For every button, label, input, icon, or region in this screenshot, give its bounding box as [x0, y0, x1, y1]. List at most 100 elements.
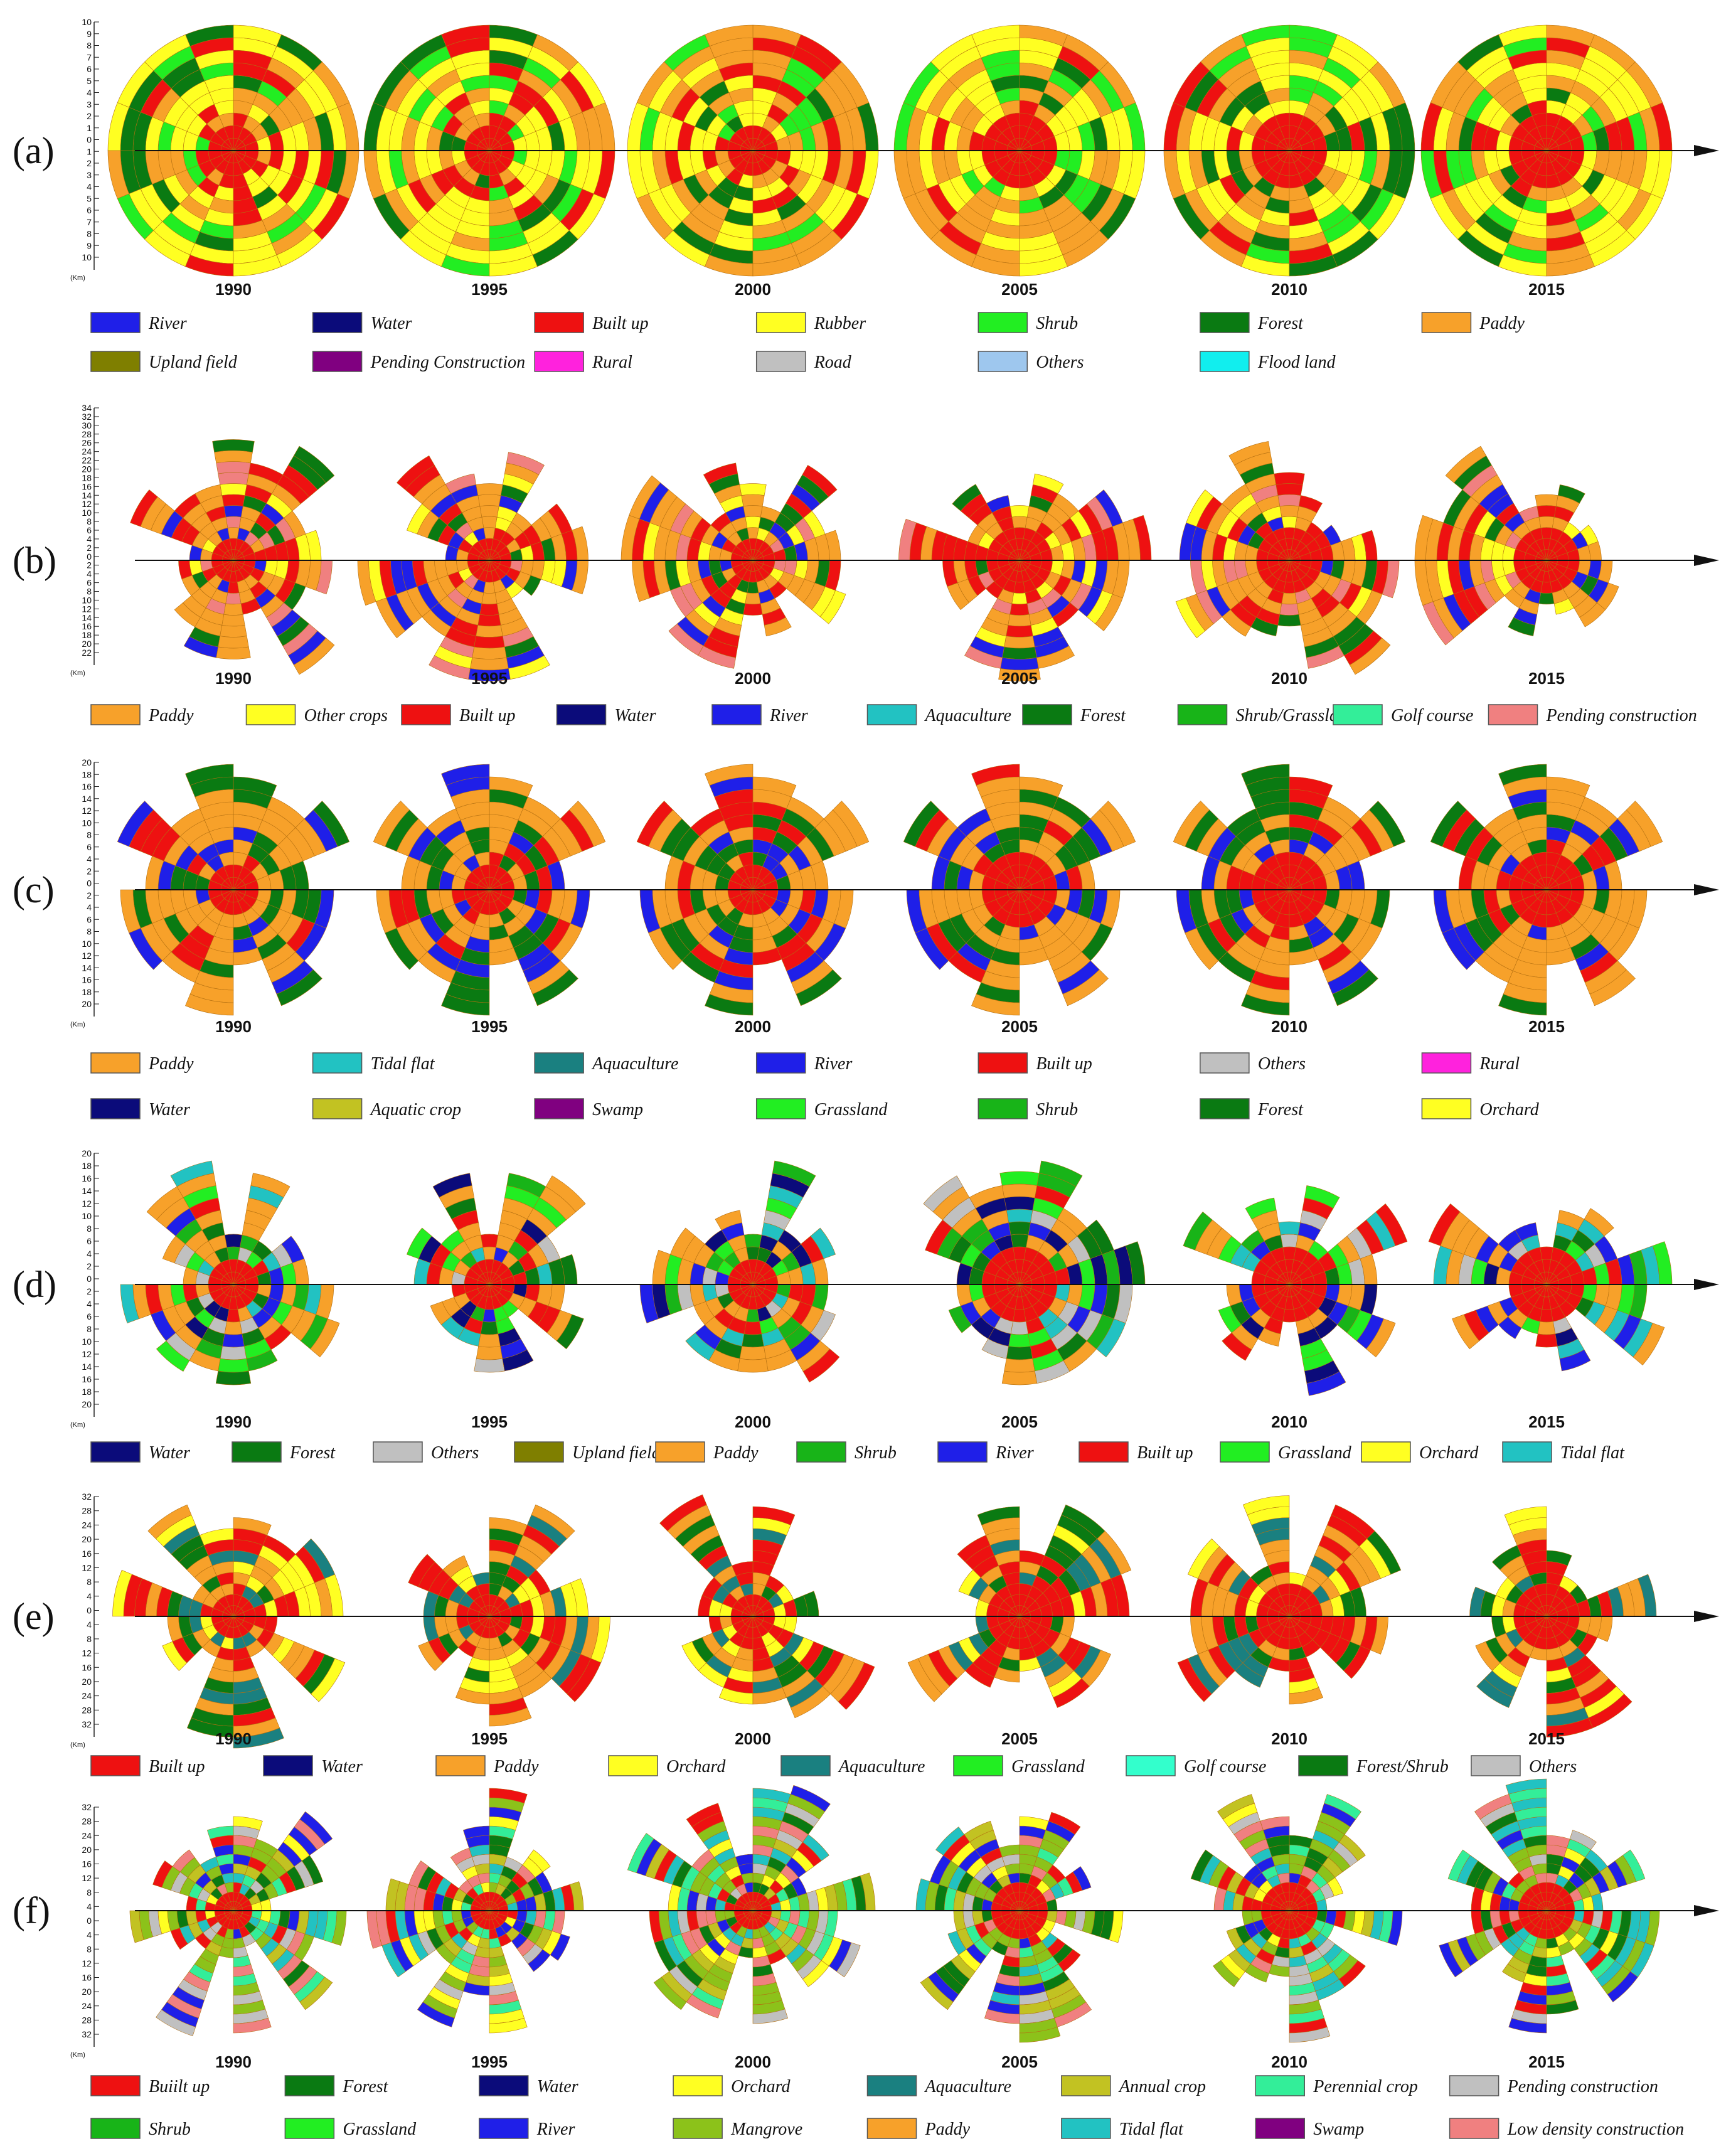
legend-label: Paddy	[148, 706, 194, 725]
radial-diagram-2005: 2005	[893, 24, 1146, 299]
tick-label: 5	[87, 76, 92, 86]
tick-label: 32	[82, 1719, 92, 1729]
tick-label: 20	[82, 464, 92, 474]
sector-cell	[742, 1333, 764, 1348]
sector-cell	[216, 646, 251, 659]
legend-swatch	[312, 1052, 363, 1074]
legend-swatch	[1502, 1441, 1552, 1463]
year-label: 2010	[1271, 280, 1308, 299]
year-label: 2000	[735, 1729, 771, 1748]
sector-cell	[952, 484, 982, 511]
legend-swatch	[1200, 1052, 1250, 1074]
tick-label: 0	[87, 1916, 92, 1926]
tick-label: 12	[82, 1958, 92, 1968]
tick-label: 20	[82, 639, 92, 649]
sector-cell	[1010, 1321, 1029, 1335]
sector-cell	[218, 1358, 249, 1373]
sector-cell	[476, 625, 503, 638]
year-label: 2000	[735, 1017, 771, 1036]
sector-cell	[476, 483, 503, 496]
tick-label: 20	[82, 1534, 92, 1544]
tick-label: 2	[87, 1286, 92, 1296]
sector-cell	[1011, 516, 1028, 528]
sector-cell	[1538, 516, 1555, 528]
legend-label: Water	[615, 706, 656, 725]
sector-cell	[221, 614, 245, 627]
tick-label: 8	[87, 1324, 92, 1334]
tick-label: 16	[82, 1173, 92, 1183]
year-label: 2010	[1271, 669, 1308, 688]
radial-diagram-1995: 1995	[408, 1504, 610, 1748]
sector-cell	[1281, 592, 1297, 605]
year-label: 1995	[471, 2052, 508, 2071]
panel-letter: (d)	[13, 1264, 56, 1305]
year-label: 2005	[1001, 1017, 1038, 1036]
tick-label: 20	[82, 999, 92, 1009]
tick-label: 2	[87, 543, 92, 553]
year-label: 1995	[471, 1729, 508, 1748]
sector-cell	[1278, 1221, 1301, 1235]
tick-label: 6	[87, 1311, 92, 1321]
year-label: 1990	[215, 1729, 252, 1748]
legend-label: Paddy	[148, 1054, 194, 1074]
radial-diagram-2005: 2005	[898, 473, 1152, 688]
legend-label: Paddy	[493, 1757, 539, 1776]
tick-label: 20	[82, 757, 92, 767]
radial-diagram-2005: 2005	[903, 764, 1136, 1036]
radial-diagram-2015: 2015	[1430, 764, 1663, 1036]
legend-swatch	[953, 1755, 1003, 1776]
vertical-axis: 3432302826242220181614121086420246810121…	[70, 403, 99, 677]
year-label: 2015	[1528, 1729, 1565, 1748]
tick-label: 8	[87, 1634, 92, 1644]
radial-diagram-1990: 1990	[120, 1160, 340, 1431]
sector-cell	[764, 617, 792, 636]
legend-swatch	[755, 351, 806, 372]
legend-swatch	[977, 351, 1028, 372]
radial-diagram-1990: 1990	[129, 1811, 347, 2071]
tick-label: 4	[87, 1930, 92, 1940]
axis-arrow-icon	[1694, 555, 1719, 566]
tick-label: 34	[82, 403, 92, 413]
legend-label: Water	[149, 1443, 190, 1463]
legend-swatch	[312, 351, 363, 372]
sector-cell	[743, 505, 763, 518]
legend-label: Forest	[289, 1443, 336, 1463]
legend-label: Tidal flat	[371, 1054, 435, 1074]
sector-cell	[506, 452, 545, 476]
legend-label: Aquatic crop	[370, 1100, 461, 1119]
tick-label: 0	[87, 1606, 92, 1616]
legend-swatch	[937, 1441, 988, 1463]
axis-unit-label: (Km)	[70, 2051, 85, 2059]
sector-cell	[214, 450, 253, 464]
tick-label: 12	[82, 1198, 92, 1209]
tick-label: 4	[87, 902, 92, 912]
legend-swatch	[401, 704, 451, 725]
legend-swatch	[1421, 312, 1472, 333]
radial-diagram-1990: 1990	[117, 764, 350, 1036]
legend-swatch	[780, 1755, 831, 1776]
sector-cell	[741, 494, 765, 507]
sector-cell	[1095, 489, 1123, 527]
year-label: 1995	[471, 669, 508, 688]
sector-cell	[739, 1346, 767, 1360]
tick-label: 18	[82, 987, 92, 997]
tick-label: 0	[87, 878, 92, 889]
tick-label: 8	[87, 830, 92, 840]
sector-cell	[470, 657, 509, 671]
legend-label: Aquaculture	[591, 1054, 678, 1074]
legend-label: Grassland	[1278, 1443, 1352, 1463]
tick-label: 2	[87, 111, 92, 121]
legend-label: Forest	[1080, 706, 1126, 725]
tick-label: 12	[82, 1562, 92, 1572]
panel-letter: (f)	[13, 1890, 50, 1931]
legend: Water Forest Others Upland field Paddy Shrub R…	[90, 1441, 1625, 1463]
sector-cell	[407, 503, 431, 535]
tick-label: 16	[82, 1859, 92, 1869]
year-label: 1990	[215, 280, 252, 299]
year-label: 2015	[1528, 1017, 1565, 1036]
sector-cell	[1277, 614, 1301, 627]
legend-label: Water	[149, 1100, 190, 1119]
legend-label: Others	[1258, 1054, 1306, 1074]
